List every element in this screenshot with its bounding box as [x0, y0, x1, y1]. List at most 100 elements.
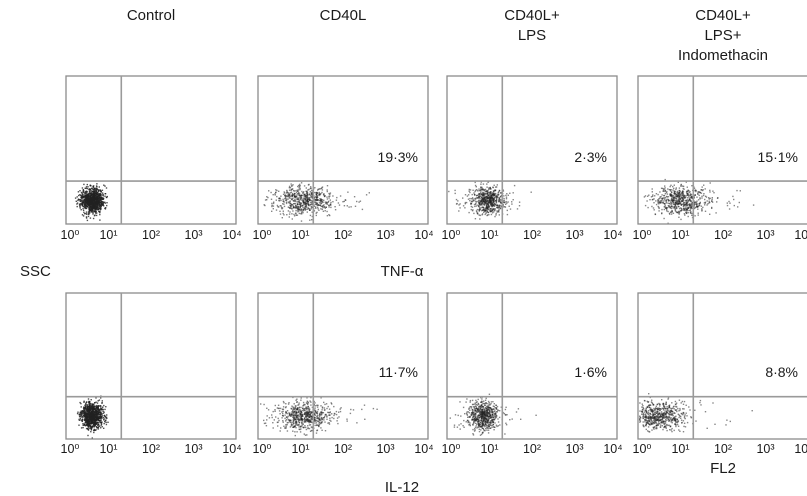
- event-dot: [479, 411, 482, 413]
- event-dot: [647, 195, 649, 197]
- event-dot: [298, 187, 300, 189]
- event-dot: [81, 205, 84, 207]
- event-dot: [477, 408, 479, 411]
- event-dot: [87, 398, 90, 400]
- event-dot: [318, 425, 320, 428]
- event-dot: [685, 209, 687, 211]
- event-dot: [671, 199, 674, 201]
- event-dot: [288, 412, 290, 414]
- event-dot: [89, 426, 92, 428]
- event-dot: [99, 412, 102, 415]
- event-dot: [78, 424, 80, 426]
- event-dot: [286, 424, 288, 426]
- event-dot: [272, 427, 274, 429]
- event-dot: [295, 416, 297, 418]
- event-dot: [336, 196, 338, 199]
- event-dot: [477, 204, 479, 206]
- event-dot: [459, 203, 461, 205]
- event-dot: [666, 193, 669, 195]
- event-dot: [491, 202, 493, 205]
- event-dot: [76, 196, 78, 198]
- event-dot: [88, 415, 90, 417]
- event-dot: [463, 419, 465, 422]
- event-dot: [471, 193, 473, 196]
- event-dot: [101, 200, 103, 203]
- event-dot: [74, 197, 77, 199]
- event-dot: [102, 195, 104, 197]
- event-dot: [308, 416, 311, 418]
- event-dot: [82, 407, 85, 409]
- event-dot: [92, 217, 95, 220]
- event-dot: [301, 409, 304, 412]
- row-label-tnf-alpha: TNF-α: [381, 263, 424, 280]
- event-dot: [492, 193, 494, 195]
- event-dot: [704, 204, 706, 206]
- event-dot: [685, 203, 688, 205]
- event-dot: [321, 187, 323, 189]
- event-dot: [96, 199, 98, 201]
- event-dot: [285, 416, 288, 419]
- event-dot: [508, 205, 510, 207]
- event-dot: [333, 405, 335, 408]
- event-dot: [486, 196, 488, 199]
- event-dot: [490, 188, 492, 190]
- event-dot: [733, 204, 735, 207]
- event-dot: [79, 207, 81, 209]
- event-dot: [305, 203, 307, 205]
- event-dot: [752, 204, 755, 206]
- event-dot: [475, 210, 478, 212]
- event-dot: [286, 198, 288, 200]
- event-dot: [476, 201, 478, 203]
- event-dot: [689, 196, 692, 199]
- event-dot: [102, 202, 104, 205]
- event-dot: [90, 420, 93, 422]
- event-dot: [478, 205, 480, 207]
- event-dot: [478, 188, 480, 190]
- event-dot: [667, 199, 670, 201]
- event-dot: [673, 194, 675, 197]
- event-dot: [287, 403, 290, 405]
- event-dot: [324, 430, 327, 432]
- event-dot: [96, 205, 98, 207]
- event-dot: [477, 417, 479, 419]
- event-dot: [307, 200, 309, 202]
- event-dot: [86, 410, 89, 413]
- event-dot: [92, 425, 94, 428]
- event-dot: [283, 200, 285, 202]
- event-dot: [292, 430, 294, 432]
- event-dot: [726, 204, 729, 207]
- event-dot: [92, 421, 94, 423]
- event-dot: [286, 430, 289, 432]
- event-dot: [298, 200, 300, 202]
- event-dot: [483, 194, 485, 196]
- event-dot: [86, 219, 89, 222]
- event-dot: [673, 184, 675, 186]
- event-dot: [458, 204, 460, 206]
- event-dot: [320, 198, 322, 200]
- event-dot: [289, 415, 291, 417]
- event-dot: [480, 201, 482, 203]
- event-dot: [86, 195, 89, 197]
- event-dot: [485, 190, 488, 192]
- event-dot: [87, 203, 89, 205]
- event-dot: [86, 408, 88, 410]
- event-dot: [682, 209, 684, 211]
- event-dot: [81, 196, 83, 198]
- event-dot: [474, 218, 477, 220]
- event-dot: [303, 408, 306, 410]
- event-dot: [307, 410, 309, 412]
- event-dot: [494, 208, 496, 210]
- event-dot: [307, 184, 310, 186]
- event-dot: [507, 201, 509, 203]
- event-dot: [488, 417, 491, 419]
- event-dot: [91, 197, 93, 199]
- event-dot: [304, 416, 306, 419]
- event-dot: [97, 201, 99, 204]
- event-dot: [679, 203, 682, 205]
- event-dot: [704, 195, 707, 197]
- event-dot: [485, 424, 487, 426]
- event-dot: [289, 414, 291, 416]
- event-dot: [685, 202, 687, 204]
- event-dot: [315, 198, 318, 200]
- event-dot: [307, 198, 309, 200]
